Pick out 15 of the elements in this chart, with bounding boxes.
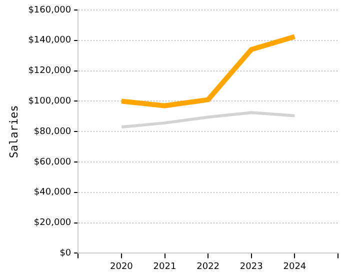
x-tick-label: 2020 <box>110 262 134 272</box>
y-tick-label: $40,000 <box>34 188 72 198</box>
y-tick-label: $140,000 <box>28 36 72 46</box>
y-tick-label: $160,000 <box>28 5 72 16</box>
x-tick-label: 2022 <box>196 262 220 272</box>
x-tick-label: 2024 <box>283 262 306 272</box>
y-tick-label: $80,000 <box>34 126 72 137</box>
y-axis-title: Salaries <box>7 105 20 158</box>
y-tick-label: $20,000 <box>34 218 72 228</box>
y-tick-label: $120,000 <box>28 66 72 76</box>
y-tick-label: $60,000 <box>34 157 72 168</box>
y-tick-label: $0 <box>60 248 72 259</box>
x-tick-label: 2021 <box>153 262 176 272</box>
x-tick-label: 2023 <box>240 262 263 272</box>
y-tick-label: $100,000 <box>28 96 72 107</box>
